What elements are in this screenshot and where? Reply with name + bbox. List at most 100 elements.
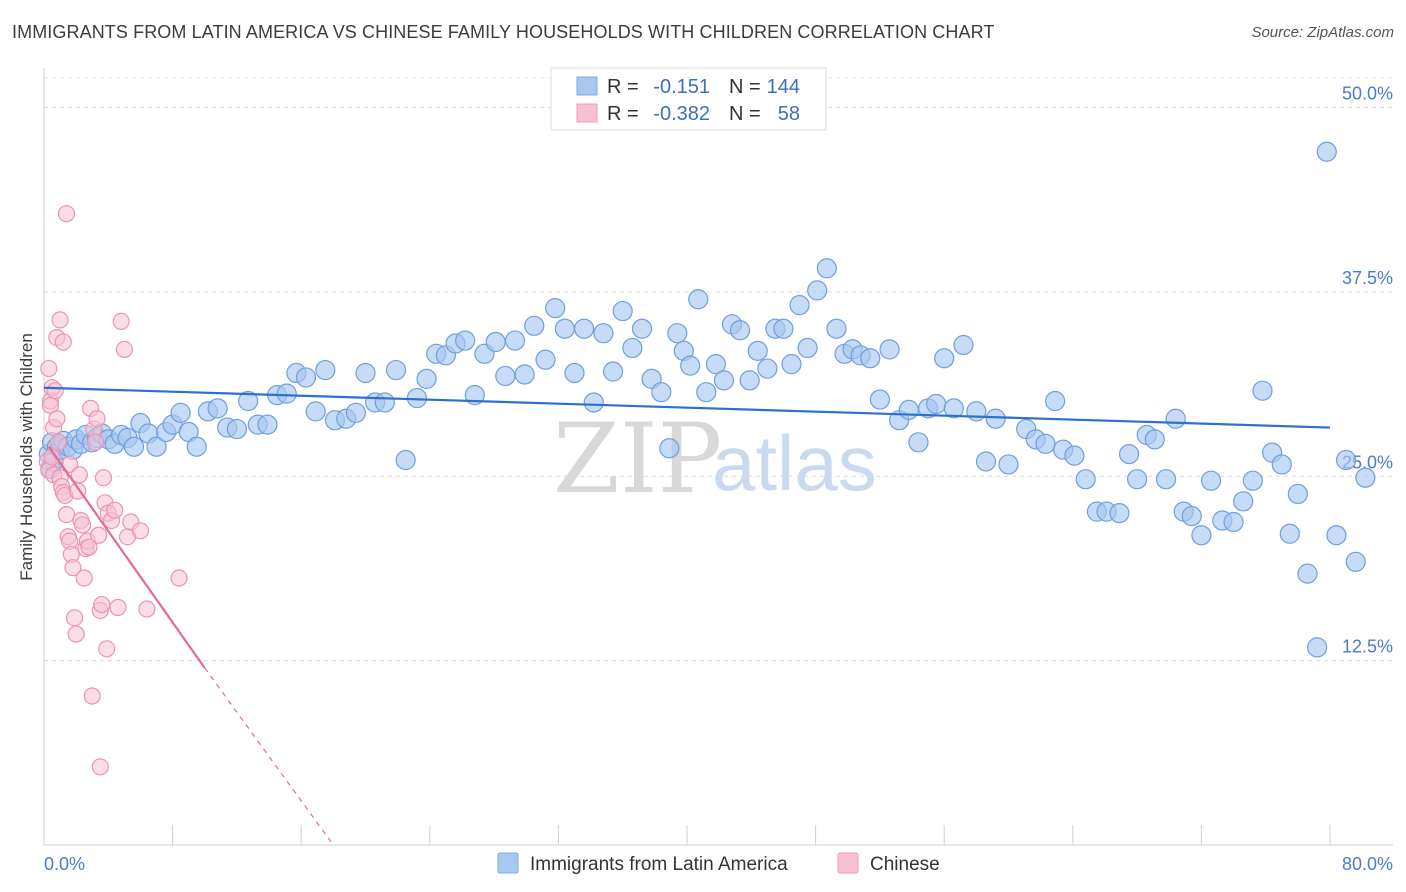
point-latin-america-135 <box>1223 511 1244 533</box>
point-latin-america-144 <box>1307 637 1328 658</box>
point-chinese-10 <box>40 359 58 378</box>
point-latin-america-44 <box>355 362 376 384</box>
point-chinese-8 <box>57 205 76 223</box>
point-latin-america-145 <box>1316 141 1337 162</box>
point-latin-america-48 <box>395 449 416 471</box>
point-latin-america-148 <box>1345 551 1366 572</box>
point-latin-america-94 <box>816 258 837 279</box>
point-latin-america-140 <box>1271 454 1292 475</box>
point-latin-america-59 <box>504 330 526 351</box>
point-latin-america-19 <box>123 436 145 457</box>
point-chinese-40 <box>88 410 106 428</box>
point-chinese-27 <box>67 625 85 643</box>
point-latin-america-124 <box>1118 444 1140 465</box>
point-latin-america-81 <box>705 354 727 375</box>
x-tick-label-right: 80.0% <box>1342 854 1393 874</box>
point-latin-america-110 <box>966 401 987 422</box>
point-latin-america-58 <box>495 365 516 387</box>
y-axis-title: Family Households with Children <box>17 333 36 581</box>
point-latin-america-123 <box>1109 503 1130 524</box>
point-latin-america-131 <box>1181 505 1202 527</box>
point-chinese-7 <box>54 333 72 351</box>
point-chinese-14 <box>46 382 64 400</box>
stats-r-label-0: R = <box>607 76 639 98</box>
point-latin-america-113 <box>998 454 1019 475</box>
point-latin-america-27 <box>186 436 207 457</box>
point-latin-america-63 <box>545 298 566 319</box>
point-chinese-16 <box>49 433 68 451</box>
point-latin-america-38 <box>295 367 317 388</box>
trend-line-latin-america <box>43 386 1331 429</box>
point-latin-america-22 <box>146 436 167 457</box>
point-latin-america-31 <box>226 418 247 440</box>
point-chinese-46 <box>98 640 116 658</box>
point-latin-america-99 <box>860 348 881 369</box>
trend-line-chinese-extrapolated <box>204 667 334 846</box>
point-latin-america-40 <box>315 359 336 381</box>
point-chinese-6 <box>51 311 69 329</box>
point-latin-america-125 <box>1126 469 1148 490</box>
point-chinese-55 <box>131 522 150 540</box>
point-latin-america-66 <box>574 318 595 339</box>
chart-title: IMMIGRANTS FROM LATIN AMERICA VS CHINESE… <box>12 22 995 42</box>
point-chinese-26 <box>65 609 84 627</box>
point-latin-america-137 <box>1242 470 1263 491</box>
stats-n-label-1: N = <box>729 103 761 125</box>
point-latin-america-32 <box>238 390 259 412</box>
point-chinese-12 <box>43 448 61 466</box>
point-latin-america-61 <box>524 315 545 336</box>
point-latin-america-143 <box>1297 563 1318 584</box>
point-latin-america-149 <box>1355 467 1376 488</box>
point-latin-america-29 <box>207 398 228 419</box>
point-latin-america-60 <box>514 364 535 385</box>
point-latin-america-129 <box>1165 408 1186 429</box>
point-chinese-52 <box>115 340 133 358</box>
point-chinese-21 <box>57 505 76 524</box>
series-chinese-points <box>38 205 188 776</box>
point-latin-america-142 <box>1287 483 1308 505</box>
point-chinese-15 <box>48 410 66 428</box>
point-latin-america-72 <box>631 318 653 339</box>
point-latin-america-43 <box>345 402 366 423</box>
point-latin-america-87 <box>757 358 778 379</box>
point-latin-america-85 <box>739 370 760 391</box>
point-latin-america-68 <box>593 323 614 344</box>
y-tick-label-3: 50.0% <box>1342 84 1393 104</box>
point-latin-america-120 <box>1075 469 1096 490</box>
stats-n-label-0: N = <box>729 76 761 98</box>
point-latin-america-117 <box>1045 390 1066 412</box>
point-chinese-44 <box>94 469 113 487</box>
point-latin-america-132 <box>1191 525 1212 546</box>
point-chinese-25 <box>64 559 82 577</box>
point-latin-america-69 <box>602 361 624 382</box>
point-latin-america-34 <box>257 414 278 435</box>
point-latin-america-50 <box>416 368 437 389</box>
point-latin-america-78 <box>680 355 701 376</box>
point-latin-america-89 <box>773 318 794 339</box>
point-latin-america-79 <box>688 289 709 310</box>
stats-swatch-latin-america <box>576 76 598 96</box>
point-latin-america-138 <box>1252 380 1273 401</box>
stats-legend: R = -0.151 N = 144 R = -0.382 N = 58 <box>550 67 827 131</box>
point-latin-america-91 <box>789 295 810 316</box>
legend-swatch-chinese <box>837 852 859 874</box>
point-latin-america-147 <box>1335 449 1357 471</box>
point-latin-america-74 <box>651 382 672 403</box>
stats-n-value-0: 144 <box>767 76 800 98</box>
point-latin-america-80 <box>696 382 717 403</box>
point-latin-america-70 <box>612 300 633 322</box>
point-latin-america-109 <box>953 334 974 356</box>
y-tick-label-0: 12.5% <box>1342 637 1393 657</box>
point-latin-america-46 <box>374 392 395 413</box>
point-latin-america-107 <box>934 348 955 369</box>
point-latin-america-103 <box>898 399 919 420</box>
point-latin-america-36 <box>276 383 297 404</box>
stats-swatch-chinese <box>576 103 598 123</box>
point-chinese-43 <box>93 595 111 614</box>
bottom-legend: Immigrants from Latin America Chinese <box>497 852 940 875</box>
point-latin-america-75 <box>659 438 680 459</box>
stats-n-value-1: 58 <box>778 103 800 125</box>
point-latin-america-39 <box>305 401 326 422</box>
point-latin-america-136 <box>1233 491 1254 512</box>
point-latin-america-104 <box>908 432 929 453</box>
